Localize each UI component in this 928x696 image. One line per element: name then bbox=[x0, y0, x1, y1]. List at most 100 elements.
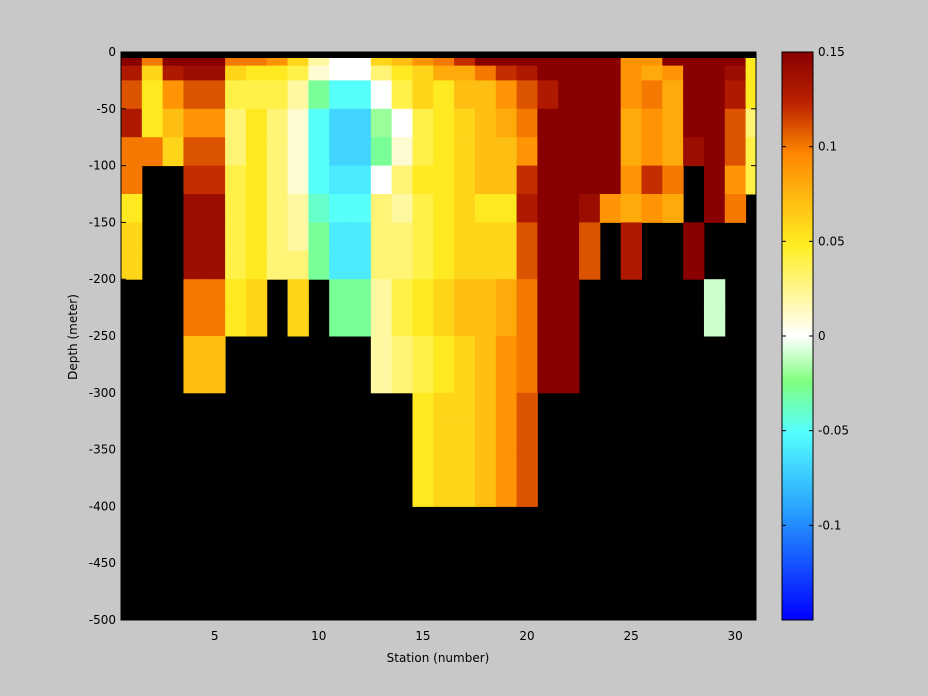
heatmap-cell bbox=[245, 65, 268, 81]
heatmap-cell bbox=[745, 108, 757, 138]
heatmap-cell bbox=[537, 65, 559, 81]
heatmap-cell bbox=[474, 307, 497, 337]
heatmap-cell bbox=[121, 222, 143, 252]
heatmap-cell bbox=[454, 421, 476, 451]
heatmap-cell bbox=[308, 250, 330, 280]
heatmap-cell bbox=[745, 165, 757, 195]
heatmap-cell bbox=[454, 449, 476, 479]
heatmap-cell bbox=[162, 108, 184, 138]
heatmap-cell bbox=[350, 250, 372, 280]
heatmap-cell bbox=[370, 137, 393, 167]
heatmap-cell bbox=[329, 65, 351, 81]
heatmap-cell bbox=[370, 165, 393, 195]
heatmap-cell bbox=[662, 80, 684, 110]
heatmap-cell bbox=[370, 65, 393, 81]
heatmap-cell bbox=[495, 279, 518, 309]
heatmap-cell bbox=[579, 108, 601, 138]
heatmap-cell bbox=[329, 279, 351, 309]
heatmap-cell bbox=[433, 137, 455, 167]
heatmap-cell bbox=[537, 364, 559, 394]
heatmap-cell bbox=[266, 80, 289, 110]
heatmap-cell bbox=[662, 165, 684, 195]
heatmap-cell bbox=[703, 137, 726, 167]
heatmap-cell bbox=[724, 137, 747, 167]
heatmap-cell bbox=[391, 108, 413, 138]
y-tick-label: -100 bbox=[89, 159, 116, 173]
heatmap-cell bbox=[599, 194, 622, 223]
heatmap-cell bbox=[495, 392, 518, 422]
heatmap-cell bbox=[183, 307, 205, 337]
heatmap-cell bbox=[516, 307, 538, 337]
heatmap-cell bbox=[183, 80, 205, 110]
heatmap-cell bbox=[350, 307, 372, 337]
heatmap-cell bbox=[516, 194, 538, 223]
heatmap-cell bbox=[370, 364, 393, 394]
heatmap-cell bbox=[141, 80, 164, 110]
heatmap-cell bbox=[433, 222, 455, 252]
heatmap-cell bbox=[412, 449, 434, 479]
heatmap-cell bbox=[433, 449, 455, 479]
heatmap-cell bbox=[329, 165, 351, 195]
heatmap-cell bbox=[537, 108, 559, 138]
heatmap-cell bbox=[183, 194, 205, 223]
heatmap-cell bbox=[662, 108, 684, 138]
y-axis: 0 -50 -100 -150 -200 -250 -300 -350 -400 -450 -500 bbox=[89, 45, 756, 627]
heatmap-cell bbox=[454, 222, 476, 252]
heatmap-cell bbox=[474, 80, 497, 110]
heatmap-cell bbox=[225, 80, 247, 110]
heatmap-cell bbox=[558, 80, 580, 110]
heatmap-cell bbox=[579, 194, 601, 223]
heatmap-cell bbox=[495, 250, 518, 280]
heatmap-cell bbox=[225, 137, 247, 167]
heatmap-cell bbox=[433, 478, 455, 507]
heatmap-cell bbox=[620, 137, 642, 167]
heatmap-cell bbox=[308, 137, 330, 167]
heatmap-cell bbox=[516, 279, 538, 309]
heatmap-cell bbox=[558, 165, 580, 195]
heatmap-cell bbox=[641, 194, 663, 223]
heatmap-cell bbox=[183, 222, 205, 252]
heatmap-cell bbox=[641, 80, 663, 110]
heatmap-cell bbox=[433, 165, 455, 195]
heatmap-cell bbox=[350, 65, 372, 81]
heatmap-cell bbox=[350, 137, 372, 167]
heatmap-cell bbox=[703, 80, 726, 110]
heatmap-cell bbox=[579, 137, 601, 167]
heatmap-cell bbox=[329, 307, 351, 337]
heatmap-cell bbox=[495, 194, 518, 223]
heatmap-cell bbox=[350, 108, 372, 138]
colorbar-tick-label: -0.1 bbox=[818, 518, 841, 532]
heatmap-cell bbox=[474, 364, 497, 394]
heatmap-cell bbox=[121, 194, 143, 223]
heatmap-cell bbox=[391, 165, 413, 195]
heatmap-cell bbox=[412, 108, 434, 138]
heatmap-cell bbox=[412, 307, 434, 337]
heatmap-cell bbox=[454, 364, 476, 394]
x-tick-label: 30 bbox=[728, 629, 743, 643]
heatmap-cell bbox=[558, 336, 580, 365]
heatmap-cell bbox=[745, 137, 757, 167]
heatmap-cell bbox=[745, 52, 757, 67]
heatmap-cell bbox=[516, 165, 538, 195]
heatmap-cell bbox=[183, 65, 205, 81]
heatmap-cell bbox=[433, 364, 455, 394]
heatmap-cell bbox=[245, 250, 268, 280]
heatmap-cell bbox=[162, 80, 184, 110]
heatmap-cell bbox=[537, 279, 559, 309]
heatmap-cell bbox=[641, 108, 663, 138]
heatmap-cell bbox=[703, 194, 726, 223]
heatmap-cell bbox=[121, 65, 143, 81]
colorbar-frame bbox=[781, 51, 814, 621]
heatmap-cell bbox=[412, 421, 434, 451]
colorbar-tick-label: 0.05 bbox=[818, 234, 845, 248]
heatmap-cell bbox=[204, 336, 226, 365]
heatmap-cell bbox=[537, 80, 559, 110]
heatmap-cell bbox=[121, 137, 143, 167]
heatmap-cell bbox=[620, 108, 642, 138]
heatmap-cell bbox=[537, 307, 559, 337]
heatmap-cell bbox=[329, 222, 351, 252]
heatmap-cell bbox=[495, 449, 518, 479]
heatmap-cell bbox=[620, 194, 642, 223]
heatmap-cell bbox=[204, 194, 226, 223]
heatmap-cell bbox=[558, 108, 580, 138]
